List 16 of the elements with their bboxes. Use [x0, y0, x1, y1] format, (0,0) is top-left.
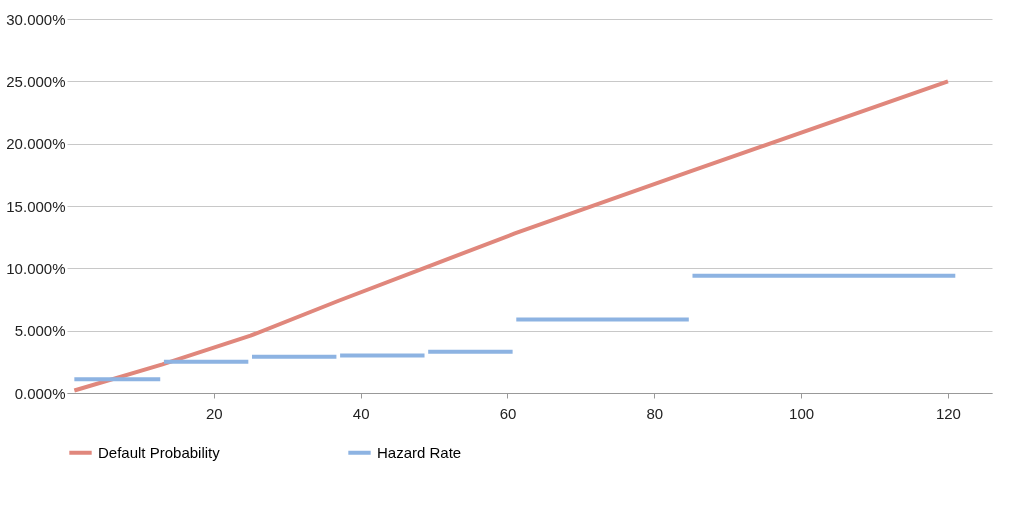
- x-tick-label: 20: [205, 404, 223, 422]
- x-tick-label: 100: [789, 404, 815, 422]
- y-tick-label: 10.000%: [6, 259, 66, 277]
- line-series: [72, 79, 950, 393]
- x-tick-label: 60: [499, 404, 517, 422]
- legend-label: Default Probability: [98, 443, 221, 461]
- y-tick-label: 15.000%: [6, 197, 66, 215]
- y-tick-label: 20.000%: [6, 135, 66, 153]
- x-tick-label: 80: [646, 404, 664, 422]
- y-tick-label: 5.000%: [14, 322, 66, 340]
- x-tick-label: 40: [352, 404, 370, 422]
- y-tick-label: 30.000%: [6, 10, 66, 28]
- y-tick-label: 25.000%: [6, 72, 66, 90]
- x-tick-label: 120: [935, 404, 961, 422]
- legend-label: Hazard Rate: [377, 443, 462, 461]
- y-tick-label: 0.000%: [14, 384, 66, 402]
